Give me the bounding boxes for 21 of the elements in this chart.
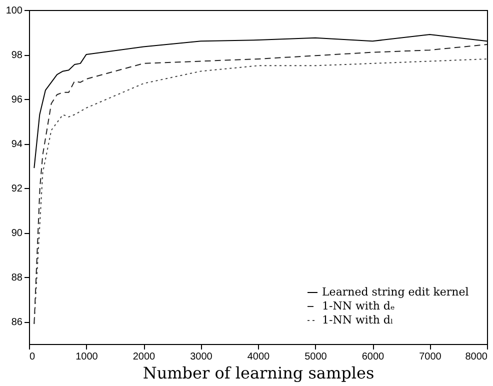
y-tick-label: 96 [11, 94, 23, 106]
x-tick-label: 1000 [76, 352, 98, 362]
y-tick-label: 98 [11, 50, 23, 62]
x-tick-label: 0 [30, 352, 36, 362]
x-tick-label: 4000 [247, 352, 270, 362]
x-tick-label: 6000 [362, 352, 385, 362]
x-axis-title: Number of learning samples [142, 364, 374, 382]
y-tick-label: 100 [6, 6, 23, 16]
y-tick-label: 92 [11, 184, 23, 195]
x-tick-label: 2000 [132, 352, 156, 362]
y-tick-label: 94 [11, 139, 23, 150]
x-tick-label: 5000 [304, 352, 328, 362]
y-tick-label: 90 [11, 228, 23, 240]
x-tick-label: 8000 [465, 352, 488, 362]
legend-label: 1-NN with dₗ [322, 314, 394, 326]
x-tick-label: 3000 [190, 352, 213, 362]
y-tick-label: 88 [11, 272, 23, 284]
x-tick-label: 7000 [419, 352, 442, 362]
y-tick-label: 86 [11, 317, 23, 328]
legend-label: Learned string edit kernel [322, 286, 470, 298]
legend-label: 1-NN with dₑ [322, 300, 395, 312]
